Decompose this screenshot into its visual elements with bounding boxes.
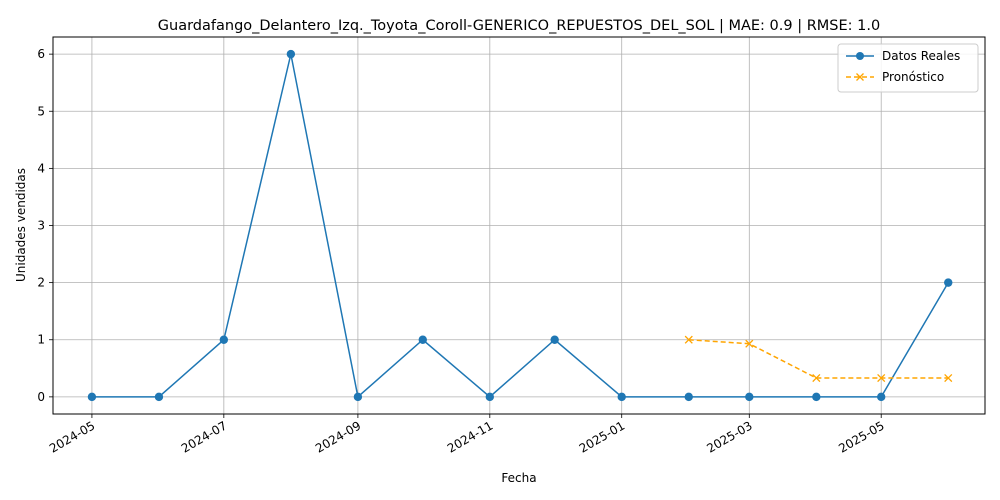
ticks: 0 1 2 3 4 5 6 2024-05 2024-07 2024-09 2024-11 2025-… xyxy=(37,47,886,456)
y-tick-label: 2 xyxy=(37,276,45,290)
data-point xyxy=(550,335,559,344)
data-point xyxy=(877,373,886,383)
data-point xyxy=(219,335,229,344)
data-point xyxy=(944,373,953,383)
chart-title: Guardafango_Delantero_Izq._Toyota_Coroll… xyxy=(158,18,880,34)
legend-label: Datos Reales xyxy=(882,49,960,63)
legend-marker xyxy=(856,73,864,81)
series-line-1 xyxy=(688,338,949,379)
series-line-0 xyxy=(91,53,949,399)
y-axis-label: Unidades vendidas xyxy=(14,168,28,282)
data-point xyxy=(812,392,821,402)
data-point xyxy=(877,392,886,402)
series-layer xyxy=(87,49,953,402)
data-point xyxy=(617,392,626,402)
x-axis-label: Fecha xyxy=(501,471,536,485)
x-tick-label: 2025-03 xyxy=(704,418,754,455)
y-tick-label: 5 xyxy=(37,104,45,118)
data-point xyxy=(812,373,821,383)
data-point xyxy=(944,278,953,287)
data-point xyxy=(154,392,164,402)
data-point xyxy=(418,335,427,344)
y-tick-label: 6 xyxy=(37,47,45,61)
data-point xyxy=(286,49,296,59)
data-point xyxy=(684,392,693,402)
x-tick-label: 2025-05 xyxy=(836,418,886,455)
data-point xyxy=(684,335,693,344)
data-point xyxy=(745,339,754,348)
x-tick-label: 2024-09 xyxy=(313,418,363,455)
y-tick-label: 3 xyxy=(37,219,45,233)
x-tick-label: 2024-05 xyxy=(47,418,97,455)
y-tick-label: 4 xyxy=(37,161,45,175)
data-point xyxy=(87,392,97,402)
data-point xyxy=(745,392,754,402)
y-tick-label: 1 xyxy=(37,333,45,347)
x-tick-label: 2025-01 xyxy=(577,418,627,455)
y-tick-label: 0 xyxy=(37,390,45,404)
legend: Datos Reales Pronóstico xyxy=(837,43,979,93)
legend-label: Pronóstico xyxy=(882,70,944,84)
data-point xyxy=(485,392,495,402)
grid xyxy=(53,37,985,414)
legend-marker xyxy=(856,52,864,60)
x-tick-label: 2024-11 xyxy=(445,418,495,455)
data-point xyxy=(353,392,363,402)
x-tick-label: 2024-07 xyxy=(179,418,229,455)
